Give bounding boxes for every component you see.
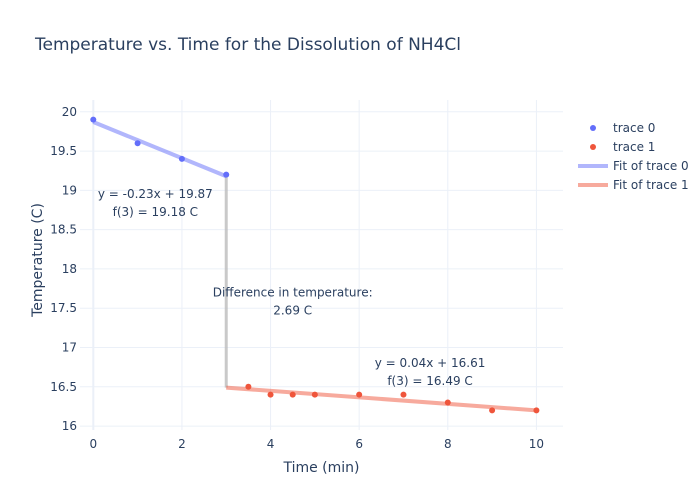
annotation-line: y = -0.23x + 19.87: [98, 187, 213, 201]
data-point-trace-1[interactable]: [533, 407, 540, 414]
legend-label-fit-trace-1[interactable]: Fit of trace 1: [613, 178, 689, 192]
legend: trace 0 trace 1 Fit of trace 0 Fit of tr…: [578, 121, 689, 192]
x-tick-label: 10: [529, 437, 544, 451]
tick-layer: 0 2 4 6 8 10 16 16.5 17 17.5 18 18.5 19 19.5 20: [50, 105, 544, 451]
data-point-trace-0[interactable]: [223, 171, 230, 178]
y-tick-label: 16: [62, 419, 77, 433]
series-line-fit-of-trace-0: [92, 120, 227, 179]
annotation-line: f(3) = 16.49 C: [387, 374, 472, 388]
annotation-2: y = 0.04x + 16.61 f(3) = 16.49 C: [375, 356, 486, 388]
legend-marker-trace-1: [590, 144, 596, 150]
legend-label-fit-trace-0[interactable]: Fit of trace 0: [613, 159, 689, 173]
series-line-fit-of-trace-1: [226, 385, 537, 413]
x-tick-label: 4: [267, 437, 275, 451]
x-tick-label: 0: [89, 437, 97, 451]
data-point-trace-1[interactable]: [489, 407, 496, 414]
annotation-line: y = 0.04x + 16.61: [375, 356, 486, 370]
x-tick-label: 6: [355, 437, 363, 451]
data-point-trace-0[interactable]: [90, 116, 97, 123]
annotation-1: Difference in temperature: 2.69 C: [213, 285, 373, 317]
annotation-line: Difference in temperature:: [213, 285, 373, 299]
data-point-trace-0[interactable]: [178, 155, 185, 162]
x-tick-label: 8: [444, 437, 452, 451]
y-tick-label: 18: [62, 262, 77, 276]
y-tick-label: 20: [62, 105, 77, 119]
grid-layer: [80, 100, 563, 430]
x-tick-label: 2: [178, 437, 186, 451]
data-point-trace-1[interactable]: [311, 391, 318, 398]
data-layer: [90, 116, 540, 414]
legend-marker-trace-0: [590, 125, 596, 131]
data-point-trace-1[interactable]: [356, 391, 363, 398]
legend-label-trace-1[interactable]: trace 1: [613, 140, 655, 154]
annotation-0: y = -0.23x + 19.87 f(3) = 19.18 C: [98, 187, 213, 219]
y-axis-title: Temperature (C): [30, 203, 46, 318]
y-tick-label: 17: [62, 341, 77, 355]
data-point-trace-1[interactable]: [444, 399, 451, 406]
y-tick-label: 19.5: [50, 144, 77, 158]
data-point-trace-1[interactable]: [267, 391, 274, 398]
annotation-line: 2.69 C: [273, 303, 312, 317]
chart-title: Temperature vs. Time for the Dissolution…: [34, 35, 461, 55]
data-point-trace-1[interactable]: [245, 383, 252, 390]
annotation-line: f(3) = 19.18 C: [113, 205, 198, 219]
data-point-trace-1[interactable]: [289, 391, 296, 398]
y-tick-label: 16.5: [50, 380, 77, 394]
y-tick-label: 19: [62, 183, 77, 197]
legend-label-trace-0[interactable]: trace 0: [613, 121, 655, 135]
data-point-trace-0[interactable]: [134, 140, 141, 147]
y-tick-label: 17.5: [50, 301, 77, 315]
x-axis-title: Time (min): [282, 460, 359, 476]
annotation-layer: y = -0.23x + 19.87 f(3) = 19.18 C Differen…: [98, 187, 486, 388]
y-tick-label: 18.5: [50, 223, 77, 237]
data-point-trace-1[interactable]: [400, 391, 407, 398]
